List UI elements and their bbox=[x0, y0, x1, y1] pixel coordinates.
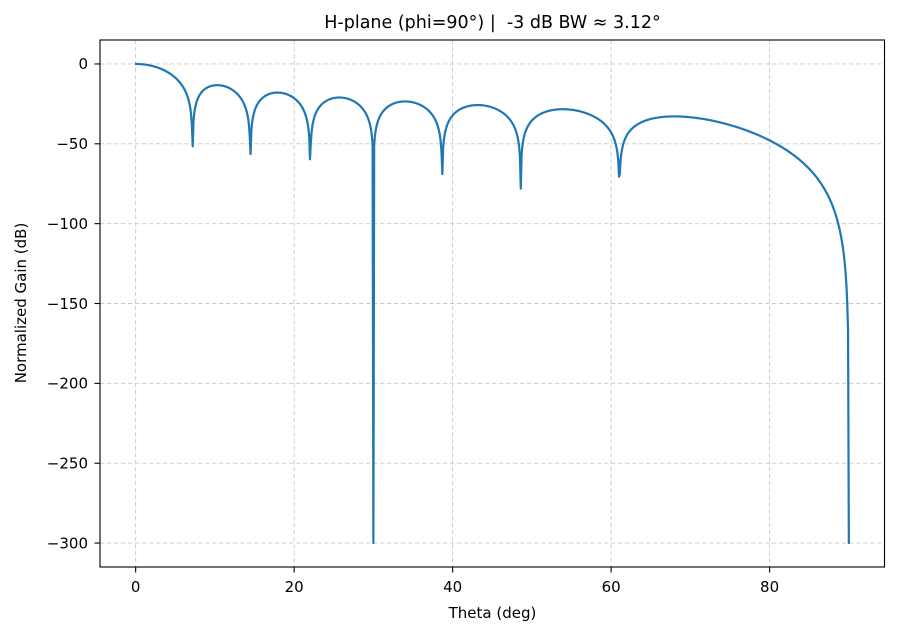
y-tick-label: 0 bbox=[78, 55, 88, 73]
x-tick-label: 0 bbox=[131, 578, 141, 596]
y-axis-label: Normalized Gain (dB) bbox=[12, 222, 30, 384]
y-tick-label: −250 bbox=[47, 454, 88, 472]
x-tick-label: 80 bbox=[760, 578, 779, 596]
x-tick-label: 20 bbox=[285, 578, 304, 596]
series-line-h-plane bbox=[134, 62, 850, 545]
y-tick-label: −300 bbox=[47, 534, 88, 552]
y-tick-label: −100 bbox=[47, 215, 88, 233]
y-tick-label: −50 bbox=[56, 135, 88, 153]
x-axis-label: Theta (deg) bbox=[448, 604, 537, 622]
y-tick-label: −200 bbox=[47, 375, 88, 393]
y-tick-label: −150 bbox=[47, 295, 88, 313]
chart-title: H-plane (phi=90°) | -3 dB BW ≈ 3.12° bbox=[324, 13, 661, 33]
x-tick-label: 40 bbox=[443, 578, 462, 596]
x-tick-label: 60 bbox=[602, 578, 621, 596]
